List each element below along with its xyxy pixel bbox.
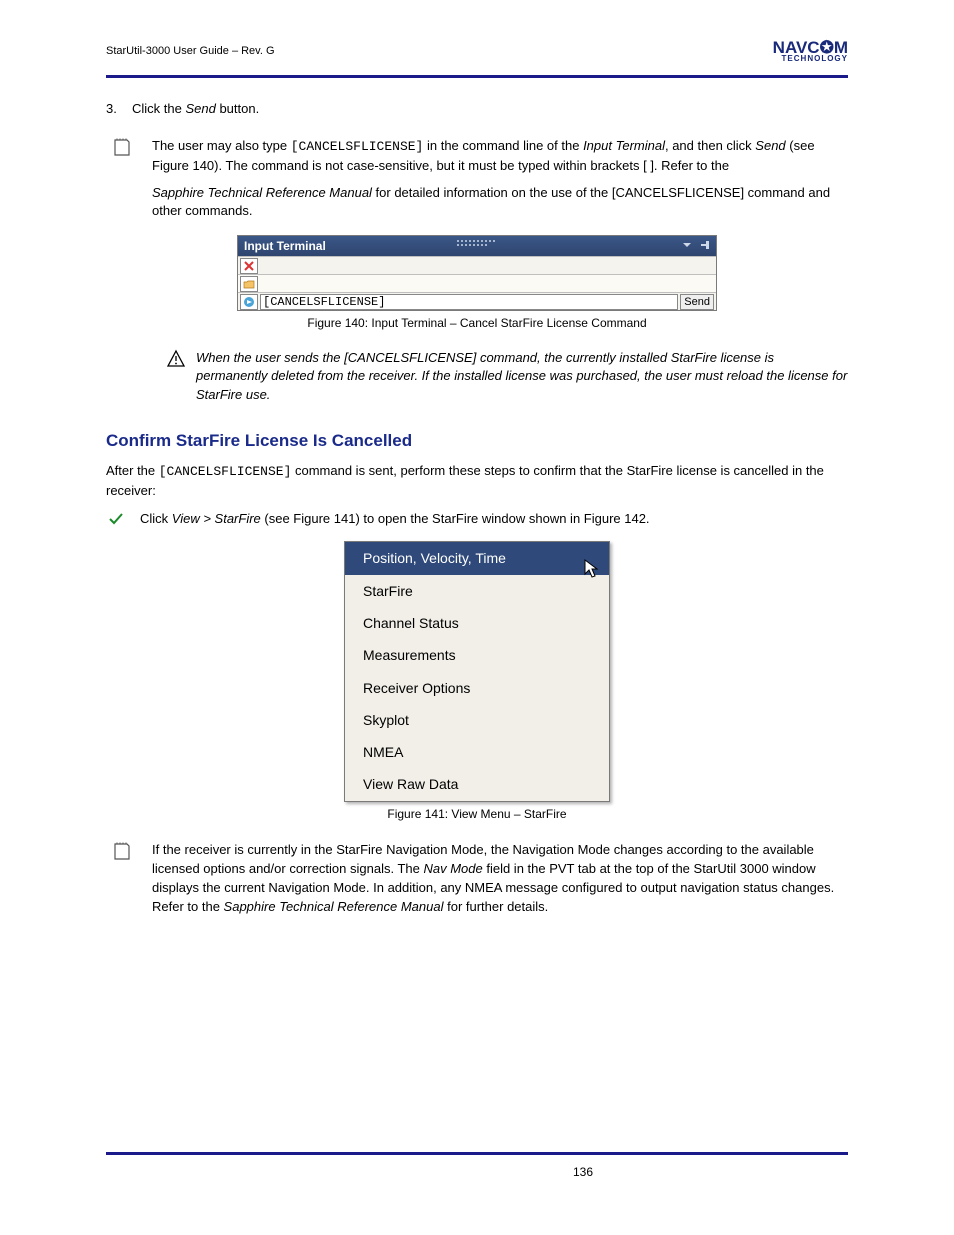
step-3-text-b: button.	[216, 101, 259, 116]
note1-b: in the command line of the	[423, 138, 583, 153]
step-3-text-a: Click the	[132, 101, 185, 116]
figure-141-caption: Figure 141: View Menu – StarFire	[106, 806, 848, 823]
logo-line2: TECHNOLOGY	[730, 55, 848, 63]
check-icon	[108, 512, 128, 526]
note1-continue: Sapphire Technical Reference Manual for …	[106, 184, 848, 222]
note2-e: for further details.	[443, 899, 548, 914]
note1-ref: Sapphire Technical Reference Manual	[152, 185, 372, 200]
confirm-paragraph: After the [CANCELSFLICENSE] command is s…	[106, 462, 848, 501]
open-row	[238, 274, 716, 292]
view-menu: Position, Velocity, TimeStarFireChannel …	[344, 541, 610, 801]
pin-icon[interactable]	[698, 238, 712, 258]
note2-d: Sapphire Technical Reference Manual	[224, 899, 444, 914]
warning-icon	[166, 349, 186, 369]
view-menu-item[interactable]: StarFire	[345, 575, 609, 607]
check-text-ital: View > StarFire	[172, 511, 261, 526]
view-menu-item[interactable]: Position, Velocity, Time	[345, 542, 609, 574]
confirm-code: [CANCELSFLICENSE]	[159, 464, 292, 479]
view-menu-item[interactable]: NMEA	[345, 736, 609, 768]
note-2: If the receiver is currently in the Star…	[106, 841, 848, 916]
top-rule	[106, 75, 848, 78]
cursor-icon	[583, 558, 601, 585]
note-icon	[112, 841, 132, 861]
step-3-number: 3.	[106, 100, 117, 119]
note2-b: Nav Mode	[423, 861, 482, 876]
bottom-rule	[106, 1152, 848, 1155]
input-terminal-titlebar: Input Terminal	[238, 236, 716, 256]
titlebar-grip-icon	[457, 240, 497, 250]
view-menu-item[interactable]: Receiver Options	[345, 672, 609, 704]
section-confirm-title: Confirm StarFire License Is Cancelled	[106, 429, 848, 454]
note1-d: , and then click	[665, 138, 755, 153]
warning-text: When the user sends the [CANCELSFLICENSE…	[196, 350, 847, 403]
dropdown-icon[interactable]	[680, 238, 694, 258]
doc-title: StarUtil-3000 User Guide – Rev. G	[106, 45, 275, 57]
input-terminal-title: Input Terminal	[244, 239, 326, 253]
check-text-a: Click	[140, 511, 172, 526]
view-menu-item[interactable]: View Raw Data	[345, 768, 609, 800]
command-input[interactable]: [CANCELSFLICENSE]	[260, 294, 678, 310]
note-icon	[112, 137, 132, 157]
note1-a: The user may also type	[152, 138, 291, 153]
view-menu-item[interactable]: Channel Status	[345, 607, 609, 639]
confirm-a: After the	[106, 463, 159, 478]
clear-row	[238, 256, 716, 274]
figure-140-caption: Figure 140: Input Terminal – Cancel Star…	[106, 315, 848, 332]
page-number: 136	[106, 1165, 954, 1179]
folder-open-icon[interactable]	[240, 276, 258, 292]
note1-e: Send	[755, 138, 785, 153]
step-3: 3. Click the Send button.	[106, 100, 848, 119]
run-icon[interactable]	[240, 294, 258, 310]
step-3-send: Send	[185, 101, 215, 116]
close-x-icon[interactable]	[240, 258, 258, 274]
check-text-b: (see Figure 141) to open the StarFire wi…	[261, 511, 650, 526]
note1-code: [CANCELSFLICENSE]	[291, 139, 424, 154]
note1-c: Input Terminal	[583, 138, 665, 153]
input-terminal-window: Input Terminal	[237, 235, 717, 311]
view-menu-item[interactable]: Skyplot	[345, 704, 609, 736]
check-step: Click View > StarFire (see Figure 141) t…	[106, 510, 848, 529]
brand-logo: NAVC✪M TECHNOLOGY	[730, 40, 848, 68]
note-1: The user may also type [CANCELSFLICENSE]…	[106, 137, 848, 176]
warning-block: When the user sends the [CANCELSFLICENSE…	[106, 349, 848, 406]
command-row: [CANCELSFLICENSE] Send	[238, 292, 716, 310]
send-button[interactable]: Send	[680, 294, 714, 310]
logo-line1: NAVC✪M	[730, 40, 848, 55]
view-menu-item[interactable]: Measurements	[345, 639, 609, 671]
